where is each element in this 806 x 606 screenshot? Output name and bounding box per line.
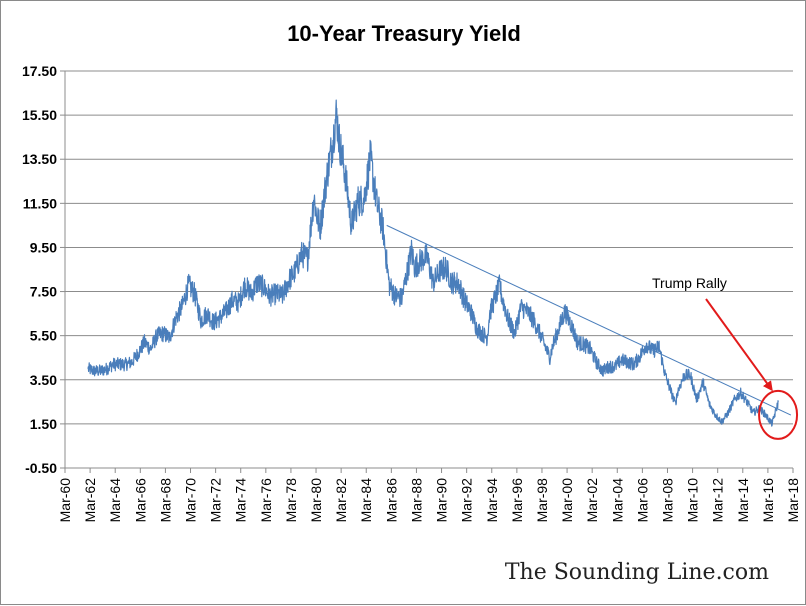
y-axis-ticks: 17.50 15.50 13.50 11.50 9.50 7.50 5.50 3.50 1.50… xyxy=(22,63,65,476)
chart-title: 10-Year Treasury Yield xyxy=(287,21,521,46)
x-tick-label: Mar-86 xyxy=(383,478,399,523)
y-tick-label: 5.50 xyxy=(30,328,57,344)
y-tick-label: 11.50 xyxy=(23,195,57,211)
y-tick-label: 3.50 xyxy=(30,372,57,388)
x-tick-label: Mar-08 xyxy=(659,478,675,523)
y-tick-label: -0.50 xyxy=(25,460,57,476)
y-tick-label: 15.50 xyxy=(22,107,57,123)
x-tick-label: Mar-02 xyxy=(584,478,600,523)
x-tick-label: Mar-96 xyxy=(509,478,525,523)
annotation-circle xyxy=(758,389,799,440)
annotation-arrow xyxy=(705,298,773,392)
x-tick-label: Mar-84 xyxy=(358,478,374,523)
x-tick-label: Mar-68 xyxy=(157,478,173,523)
x-tick-label: Mar-74 xyxy=(233,478,249,523)
annotation-label: Trump Rally xyxy=(652,275,727,291)
trendline-layer xyxy=(386,224,792,416)
x-tick-label: Mar-14 xyxy=(735,478,751,523)
y-tick-label: 9.50 xyxy=(30,239,57,255)
x-tick-label: Mar-92 xyxy=(459,478,475,523)
x-tick-label: Mar-94 xyxy=(484,478,500,523)
x-tick-label: Mar-72 xyxy=(208,478,224,523)
x-tick-label: Mar-90 xyxy=(434,478,450,523)
y-tick-label: 13.50 xyxy=(22,151,57,167)
trendline xyxy=(386,224,792,416)
series-layer xyxy=(87,99,779,427)
x-tick-label: Mar-76 xyxy=(258,478,274,523)
x-tick-label: Mar-70 xyxy=(183,478,199,523)
x-tick-label: Mar-12 xyxy=(710,478,726,523)
x-tick-label: Mar-10 xyxy=(685,478,701,523)
x-tick-label: Mar-66 xyxy=(132,478,148,523)
x-tick-label: Mar-62 xyxy=(82,478,98,523)
x-tick-label: Mar-80 xyxy=(308,478,324,523)
x-tick-label: Mar-78 xyxy=(283,478,299,523)
y-tick-label: 17.50 xyxy=(22,63,57,79)
x-tick-label: Mar-98 xyxy=(534,478,550,523)
annotation-layer: Trump Rally xyxy=(652,275,799,440)
series-line xyxy=(87,99,779,427)
x-tick-label: Mar-00 xyxy=(559,478,575,523)
x-axis-ticks: Mar-60 Mar-62 Mar-64 Mar-66 Mar-68 Mar-70 Mar-… xyxy=(57,468,801,522)
x-tick-label: Mar-88 xyxy=(408,478,424,523)
watermark-text: The Sounding Line.com xyxy=(505,560,769,585)
y-tick-label: 1.50 xyxy=(30,416,57,432)
x-tick-label: Mar-18 xyxy=(785,478,801,523)
x-tick-label: Mar-06 xyxy=(634,478,650,523)
x-tick-label: Mar-60 xyxy=(57,478,73,523)
x-tick-label: Mar-64 xyxy=(107,478,123,523)
x-tick-label: Mar-04 xyxy=(609,478,625,523)
y-tick-label: 7.50 xyxy=(30,284,57,300)
x-tick-label: Mar-82 xyxy=(333,478,349,523)
x-tick-label: Mar-16 xyxy=(760,478,776,523)
